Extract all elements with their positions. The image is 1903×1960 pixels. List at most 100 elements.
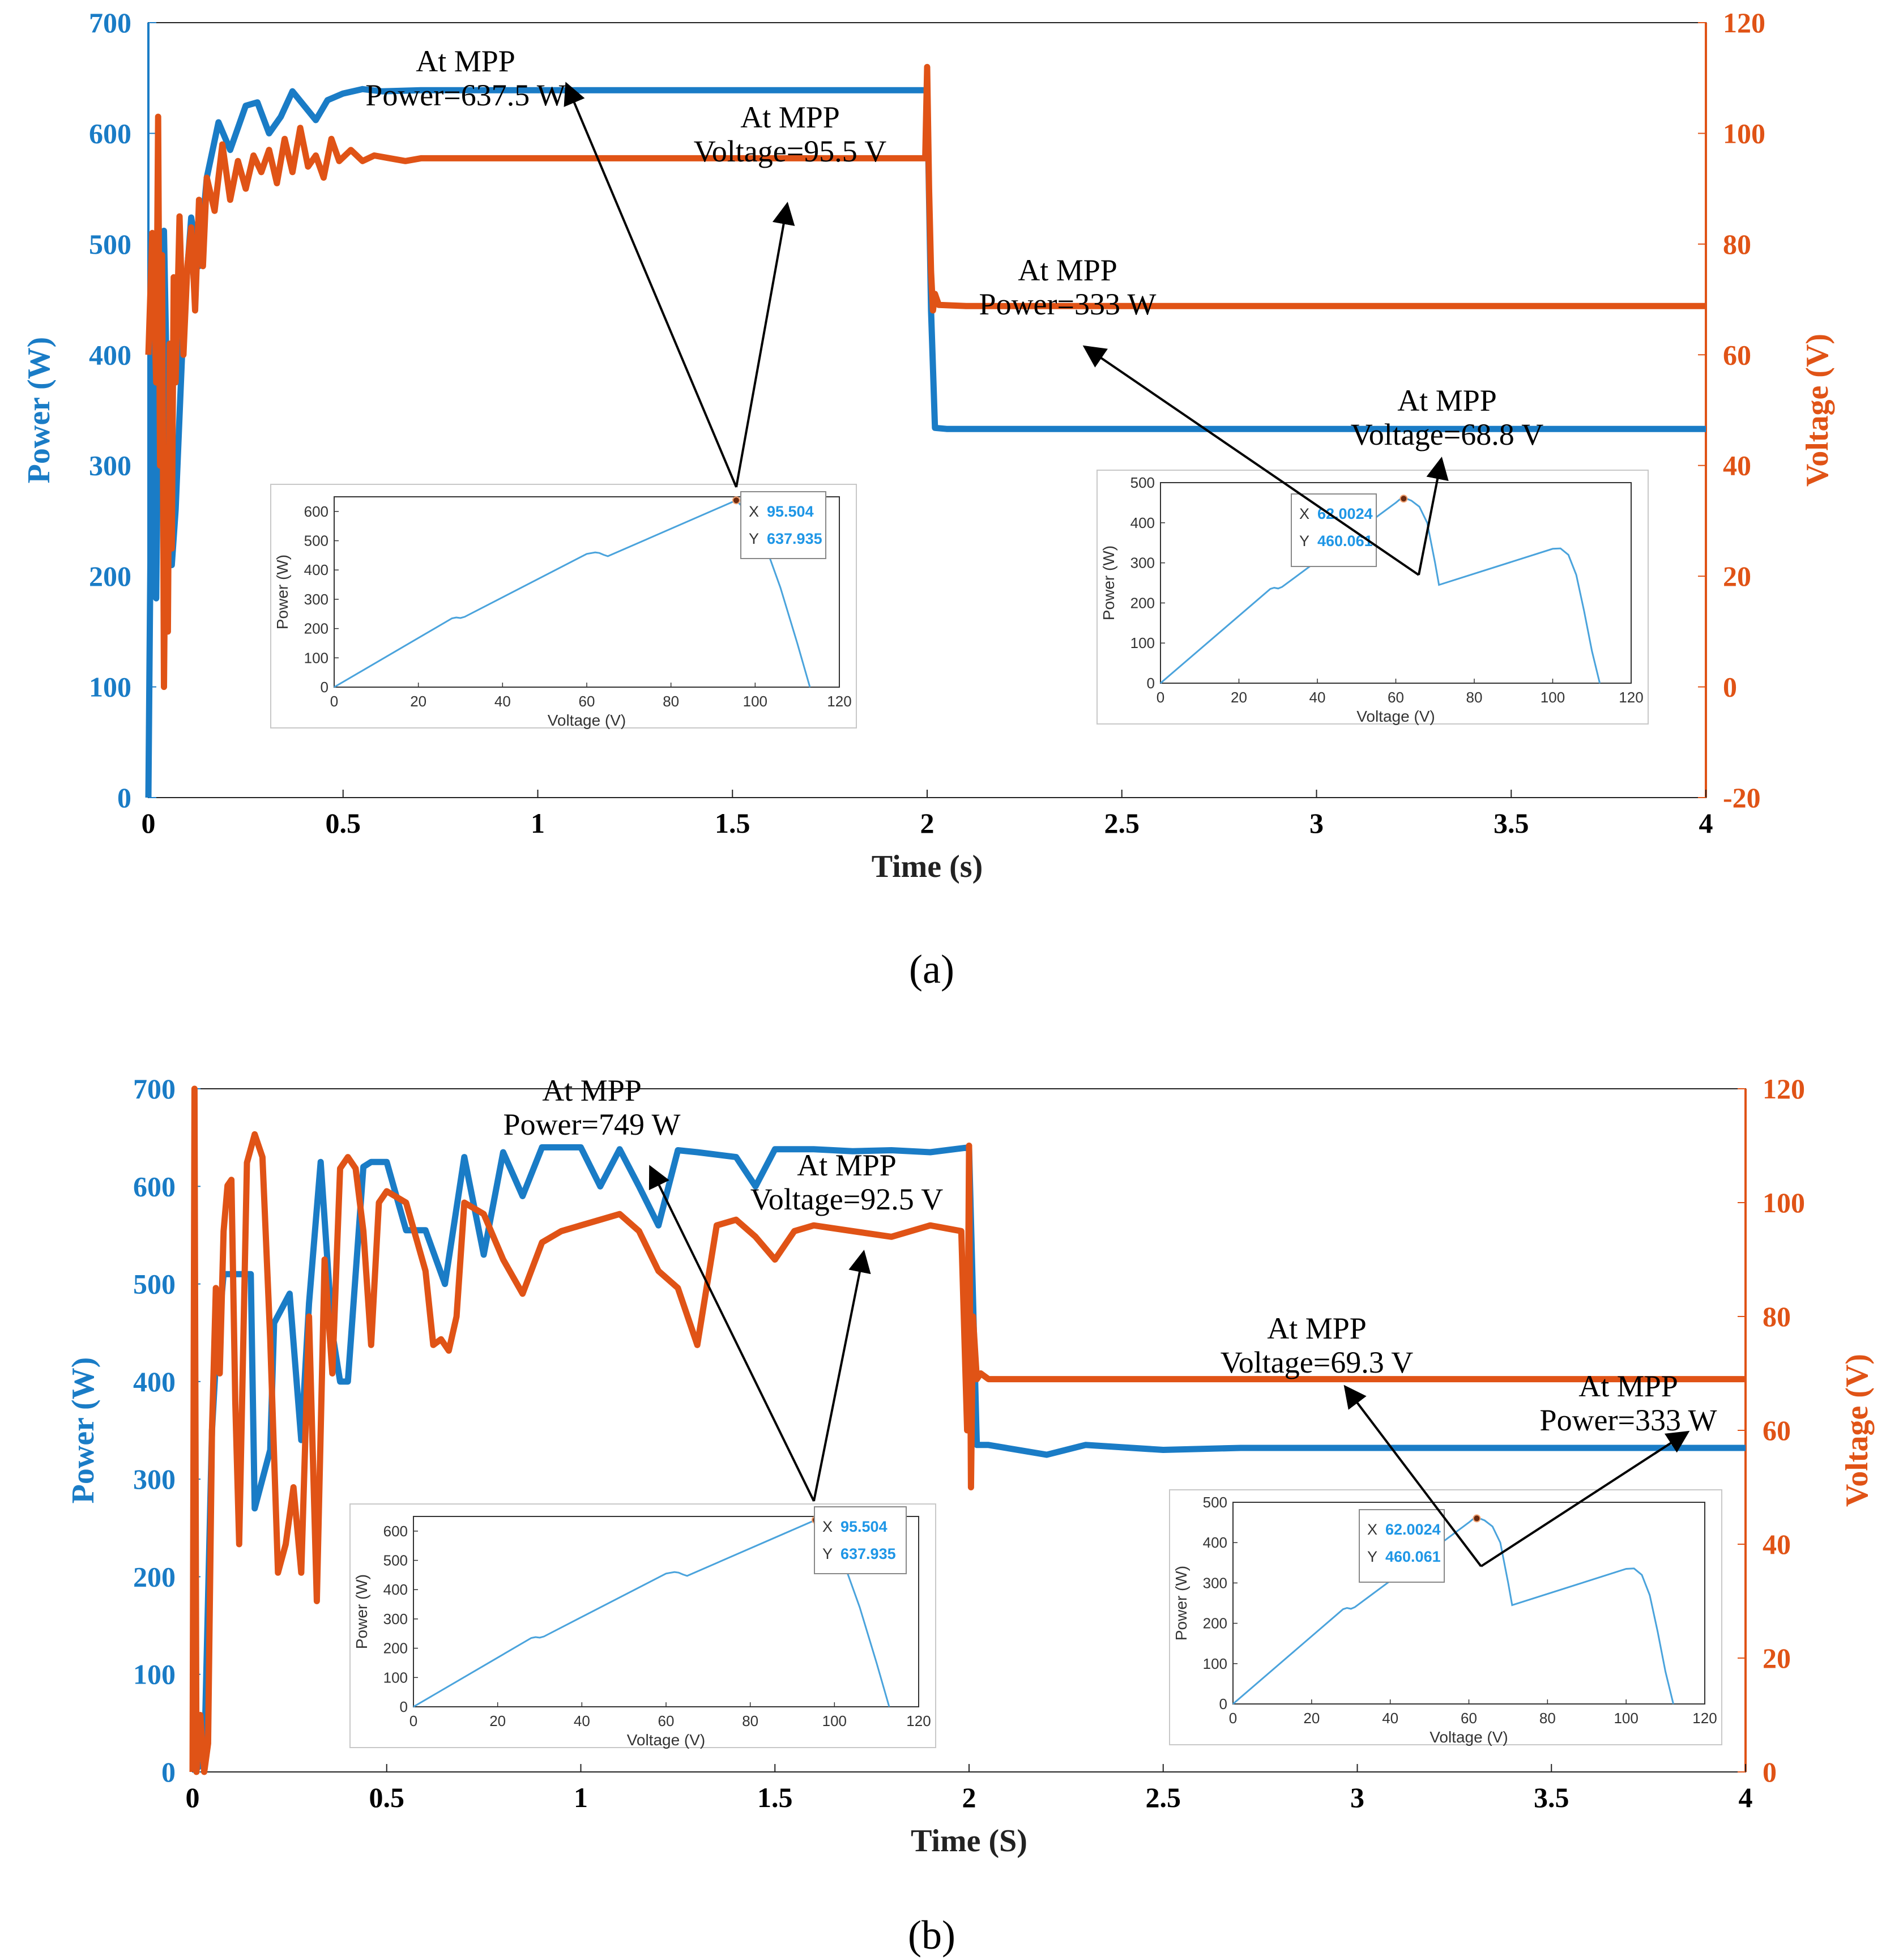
annotation-line2: Voltage=69.3 V <box>1221 1345 1413 1379</box>
inset-y-axis-title: Power (W) <box>1100 546 1117 620</box>
y-left-axis-title: Power (W) <box>22 337 57 484</box>
inset-x-tick-label: 100 <box>743 693 767 710</box>
inset-2: 0 20 40 60 80 100 120 0 100 200 300 400 500 Voltage (… <box>1169 1489 1722 1746</box>
panel-a: 0 0.5 1 1.5 2 2.5 3 3.5 40100200300400500600700-… <box>22 7 1835 992</box>
inset-y-tick-label: 200 <box>1130 594 1155 611</box>
datatip-point <box>1399 495 1408 503</box>
datatip-x-key: X <box>822 1518 833 1535</box>
inset-x-tick-label: 60 <box>658 1712 675 1729</box>
y-left-tick-label: 0 <box>117 782 131 813</box>
inset-y-tick-label: 200 <box>383 1640 408 1657</box>
inset-y-axis-title: Power (W) <box>274 555 291 629</box>
inset-pv-curve <box>334 499 811 688</box>
x-axis-title: Time (S) <box>911 1823 1027 1859</box>
y-right-tick-label: 40 <box>1723 450 1751 482</box>
x-tick-label: 2.5 <box>1104 807 1140 839</box>
inset-x-axis-title: Voltage (V) <box>1430 1728 1508 1746</box>
datatip-box <box>1359 1509 1445 1583</box>
x-tick-label: 3 <box>1350 1782 1364 1813</box>
inset-pv-curve <box>413 1519 890 1708</box>
x-tick-label: 3 <box>1309 807 1324 839</box>
x-tick-label: 0.5 <box>326 807 361 839</box>
inset-y-tick-label: 300 <box>1203 1574 1227 1591</box>
inset-pv-curve <box>1160 497 1601 684</box>
x-tick-label: 1 <box>531 807 545 839</box>
datatip-point <box>1473 1514 1481 1523</box>
annotation-arrow <box>735 202 795 488</box>
inset-x-tick-label: 100 <box>1614 1710 1638 1727</box>
datatip-box <box>814 1506 907 1574</box>
y-right-axis-title: Voltage (V) <box>1800 334 1835 487</box>
inset-y-tick-label: 100 <box>1130 634 1155 651</box>
inset-y-tick-label: 400 <box>1130 514 1155 531</box>
y-right-tick-label: 100 <box>1763 1187 1805 1218</box>
figure-caption: (a) <box>909 947 954 992</box>
inset-y-tick-label: 400 <box>1203 1534 1227 1551</box>
inset-x-tick-label: 20 <box>1231 689 1247 706</box>
annotation-line1: At MPP <box>740 100 840 134</box>
y-left-tick-label: 500 <box>133 1268 176 1300</box>
inset-y-tick-label: 400 <box>383 1581 408 1598</box>
inset-y-tick-label: 100 <box>304 649 328 666</box>
y-left-tick-label: 300 <box>133 1463 176 1495</box>
y-right-tick-label: 40 <box>1763 1528 1791 1560</box>
inset-x-tick-label: 60 <box>1388 689 1404 706</box>
datatip-y-value: 460.061 <box>1385 1548 1441 1565</box>
y-right-tick-label: 80 <box>1763 1301 1791 1332</box>
annotation-line1: At MPP <box>416 44 515 78</box>
datatip-y-key: Y <box>1367 1548 1377 1565</box>
inset-x-tick-label: 80 <box>1539 1710 1556 1727</box>
inset-1: 0 20 40 60 80 100 120 0 100 200 300 400 500 600 Voltag… <box>349 1503 936 1749</box>
x-tick-label: 3.5 <box>1534 1782 1569 1813</box>
annotation-arrow <box>1343 1384 1482 1567</box>
inset-x-tick-label: 120 <box>827 693 851 710</box>
inset-pv-curve <box>1232 1517 1674 1705</box>
inset-1: 0 20 40 60 80 100 120 0 100 200 300 400 500 600 Voltag… <box>270 484 857 729</box>
series-voltage-line <box>145 63 1706 691</box>
inset-x-tick-label: 120 <box>1619 689 1643 706</box>
inset-y-tick-label: 400 <box>304 561 328 578</box>
inset-x-tick-label: 120 <box>906 1712 931 1729</box>
datatip-x-value: 62.0024 <box>1385 1521 1441 1538</box>
annotation-line2: Power=749 W <box>504 1107 681 1141</box>
annotation-line2: Voltage=92.5 V <box>750 1182 943 1216</box>
annotation-arrow <box>1418 457 1449 576</box>
y-right-tick-label: -20 <box>1723 782 1761 813</box>
inset-x-tick-label: 0 <box>1229 1710 1237 1727</box>
inset-x-tick-label: 0 <box>409 1712 417 1729</box>
y-left-tick-label: 200 <box>89 560 131 592</box>
datatip-box <box>740 491 826 559</box>
annotation-line1: At MPP <box>1397 384 1497 417</box>
x-tick-label: 2.5 <box>1146 1782 1181 1813</box>
x-tick-label: 0.5 <box>369 1782 405 1813</box>
inset-y-tick-label: 0 <box>400 1698 408 1715</box>
x-tick-label: 2 <box>962 1782 976 1813</box>
inset-x-tick-label: 20 <box>410 693 426 710</box>
datatip-x-value: 95.504 <box>840 1518 888 1535</box>
y-right-tick-label: 120 <box>1763 1073 1805 1105</box>
inset-x-tick-label: 120 <box>1692 1710 1717 1727</box>
datatip-y-key: Y <box>749 530 759 547</box>
series-voltage-line <box>189 1085 1746 1775</box>
inset-y-tick-label: 0 <box>1147 675 1155 692</box>
y-right-tick-label: 20 <box>1763 1642 1791 1674</box>
datatip-x-key: X <box>749 503 759 520</box>
annotation-line1: At MPP <box>1578 1369 1678 1403</box>
x-tick-label: 1.5 <box>757 1782 793 1813</box>
inset-x-tick-label: 40 <box>1382 1710 1398 1727</box>
inset-y-tick-label: 500 <box>304 532 328 549</box>
datatip-box <box>1291 493 1377 567</box>
inset-y-tick-label: 300 <box>383 1610 408 1627</box>
y-left-tick-label: 600 <box>133 1170 176 1202</box>
inset-y-tick-label: 500 <box>1203 1494 1227 1511</box>
annotation-line2: Voltage=95.5 V <box>694 134 886 168</box>
annotation-arrow <box>1082 345 1420 576</box>
inset-x-tick-label: 80 <box>742 1712 758 1729</box>
datatip-x-key: X <box>1367 1521 1377 1538</box>
y-left-axis-title: Power (W) <box>66 1357 101 1504</box>
annotation-arrow <box>813 1250 871 1502</box>
inset-x-tick-label: 40 <box>494 693 511 710</box>
annotation-line2: Voltage=68.8 V <box>1351 417 1543 451</box>
annotation-line1: At MPP <box>797 1148 897 1182</box>
annotation-line1: At MPP <box>542 1073 642 1107</box>
